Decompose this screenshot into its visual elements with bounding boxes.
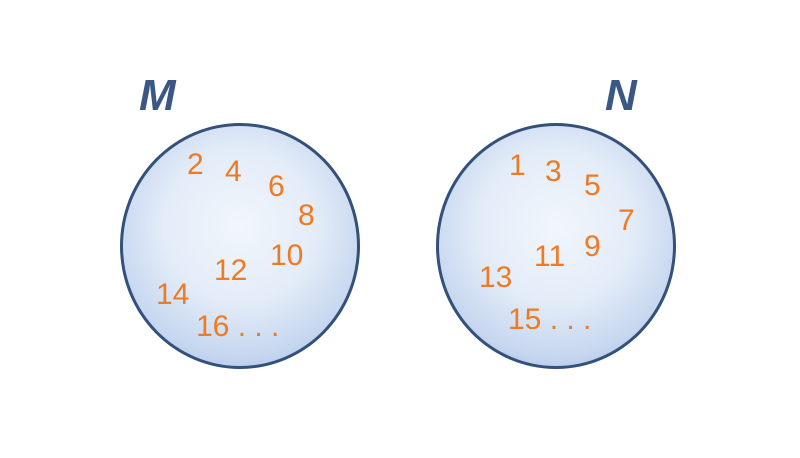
- set-m-element: 14: [156, 278, 190, 311]
- set-m-element: 12: [214, 254, 248, 287]
- set-n-element: 3: [545, 155, 562, 188]
- set-n-element: 13: [479, 261, 513, 294]
- set-n-element: 11: [534, 240, 566, 273]
- set-m-circle: [120, 123, 360, 369]
- set-m-label: M: [139, 71, 176, 120]
- set-n-element: 9: [584, 230, 601, 263]
- set-m-element: 4: [225, 155, 242, 188]
- set-m-element: 8: [298, 199, 315, 232]
- set-n-circle: [436, 123, 676, 369]
- set-m-element: 2: [187, 148, 204, 181]
- set-n-element: 5: [584, 169, 601, 202]
- set-m-element: 16 . . .: [196, 310, 280, 343]
- set-n-element: 1: [509, 149, 526, 182]
- set-n-label: N: [605, 71, 637, 120]
- set-n-element: 7: [618, 204, 635, 237]
- set-n-element: 15 . . .: [508, 303, 592, 336]
- set-m-element: 6: [268, 170, 285, 203]
- set-m-element: 10: [270, 239, 304, 272]
